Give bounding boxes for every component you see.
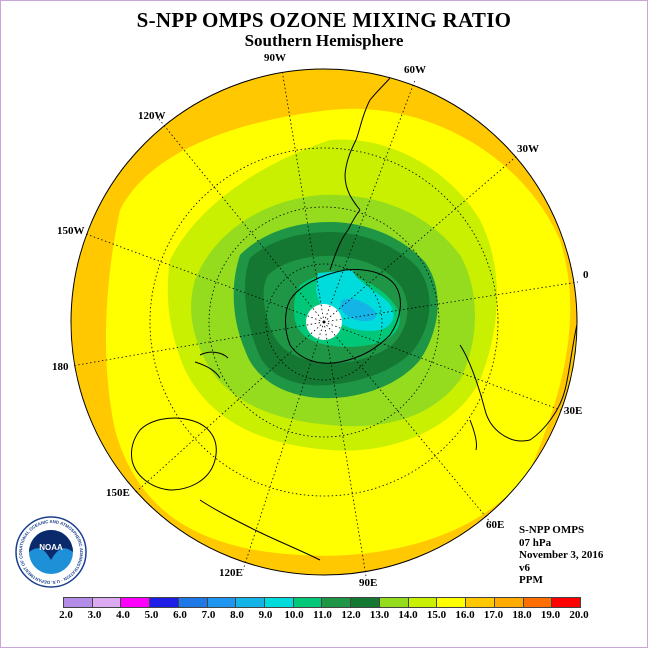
map-subtitle: Southern Hemisphere xyxy=(244,31,404,50)
lon-label-60w: 60W xyxy=(404,64,426,76)
colorbar-tick-label: 15.0 xyxy=(426,609,447,621)
colorbar-segment xyxy=(408,598,438,607)
colorbar-tick-label: 19.0 xyxy=(540,609,561,621)
map-title: S-NPP OMPS OZONE MIXING RATIO xyxy=(136,8,512,32)
colorbar-tick-label: 16.0 xyxy=(455,609,475,621)
colorbar-segment xyxy=(236,598,266,607)
units-label: PPM xyxy=(519,574,543,586)
version-label: v6 xyxy=(519,561,530,574)
colorbar-segment xyxy=(121,598,151,607)
colorbar-segment xyxy=(379,598,409,607)
colorbar-tick-label: 10.0 xyxy=(284,609,304,621)
colorbar-segment xyxy=(437,598,467,607)
colorbar-segment xyxy=(494,598,524,607)
colorbar-tick-label: 7.0 xyxy=(201,609,216,621)
lon-label-60e: 60E xyxy=(486,519,504,531)
lon-label-30w: 30W xyxy=(517,143,539,155)
colorbar-segment xyxy=(351,598,380,607)
colorbar-segment xyxy=(178,598,208,607)
lon-label-180: 180 xyxy=(52,361,69,373)
noaa-logo-icon: NATIONAL OCEANIC AND ATMOSPHERIC ADMINIS… xyxy=(15,516,87,588)
colorbar-tick-label: 4.0 xyxy=(116,609,130,621)
colorbar-tick-label: 6.0 xyxy=(173,609,187,621)
colorbar-segment xyxy=(523,598,553,607)
colorbar-tick-label: 17.0 xyxy=(483,609,504,621)
colorbar-segment xyxy=(293,598,323,607)
date-label: November 3, 2016 xyxy=(519,549,604,561)
lon-label-30e: 30E xyxy=(564,405,582,417)
lon-label-120e: 120E xyxy=(219,567,243,579)
lon-label-0: 0 xyxy=(583,269,589,281)
instrument-label: S-NPP OMPS xyxy=(519,524,585,536)
lon-label-150w: 150W xyxy=(57,225,85,237)
colorbar xyxy=(63,597,581,608)
colorbar-segment xyxy=(265,598,294,607)
colorbar-tick-label: 14.0 xyxy=(398,609,418,621)
lon-label-150e: 150E xyxy=(106,487,130,499)
colorbar-tick-label: 8.0 xyxy=(230,609,244,621)
colorbar-tick-label: 5.0 xyxy=(144,609,159,621)
pressure-level-label: 07 hPa xyxy=(519,536,552,549)
colorbar-segment xyxy=(466,598,495,607)
colorbar-tick-label: 3.0 xyxy=(87,609,102,621)
lon-label-90e: 90E xyxy=(359,577,377,589)
colorbar-tick-label: 2.0 xyxy=(59,609,73,621)
colorbar-segment xyxy=(322,598,352,607)
colorbar-ticks: 2.0 3.0 4.0 5.0 6.0 7.0 8.0 9.0 10.0 11.0 12.0 13.0… xyxy=(0,609,648,623)
colorbar-tick-label: 13.0 xyxy=(369,609,390,621)
colorbar-segment xyxy=(552,598,580,607)
logo-text: NOAA xyxy=(39,543,63,552)
colorbar-tick-label: 9.0 xyxy=(258,609,273,621)
colorbar-tick-label: 18.0 xyxy=(512,609,532,621)
colorbar-tick-label: 20.0 xyxy=(569,609,589,621)
info-block: S-NPP OMPS 07 hPa November 3, 2016 v6 PP… xyxy=(519,524,603,587)
lon-label-120w: 120W xyxy=(138,110,166,122)
colorbar-segment xyxy=(150,598,179,607)
lon-label-90w: 90W xyxy=(264,52,286,64)
colorbar-tick-label: 11.0 xyxy=(313,609,332,621)
colorbar-segment xyxy=(64,598,93,607)
colorbar-segment xyxy=(92,598,122,607)
colorbar-segment xyxy=(207,598,237,607)
colorbar-tick-label: 12.0 xyxy=(341,609,361,621)
